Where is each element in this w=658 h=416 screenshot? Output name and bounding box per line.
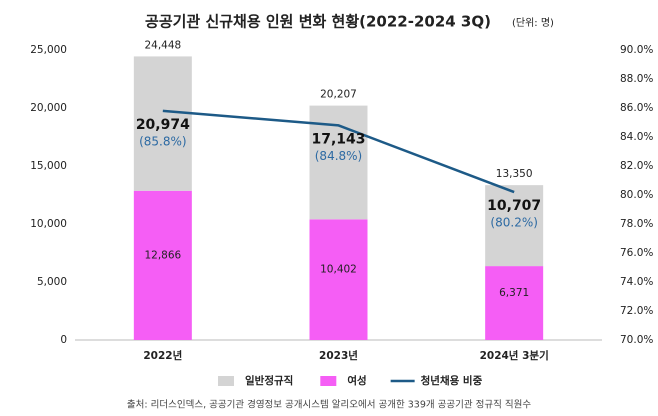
chart-title: 공공기관 신규채용 인원 변화 현황(2022-2024 3Q) — [145, 13, 491, 31]
y2-tick-label: 86.0% — [620, 102, 653, 114]
youth-label: 20,974 — [136, 117, 190, 133]
bar-segment — [133, 190, 192, 340]
y2-tick-label: 70.0% — [620, 334, 653, 346]
legend-swatch — [218, 376, 234, 386]
youth-label: 10,707 — [487, 198, 541, 214]
bar-segment — [485, 185, 544, 267]
bar-segment — [485, 266, 544, 340]
y-tick-label: 20,000 — [30, 102, 67, 114]
y2-tick-label: 80.0% — [620, 189, 653, 201]
source: 출처: 리더스인덱스, 공공기관 경영정보 공개시스템 알리오에서 공개한 33… — [127, 399, 531, 411]
x-tick-label: 2024년 3분기 — [480, 349, 549, 362]
legend-label: 일반정규직 — [245, 374, 293, 387]
line-value-label: (85.8%) — [139, 134, 186, 148]
y2-tick-label: 74.0% — [620, 276, 653, 288]
y2-tick-label: 84.0% — [620, 131, 653, 143]
y-tick-label: 25,000 — [30, 44, 67, 56]
y-tick-label: 0 — [60, 334, 67, 346]
total-label: 20,207 — [320, 89, 357, 101]
value-label: 10,402 — [320, 264, 357, 276]
total-label: 13,350 — [496, 168, 533, 180]
y2-tick-label: 90.0% — [620, 44, 653, 56]
total-label: 24,448 — [144, 39, 181, 51]
bar-segment — [309, 219, 368, 340]
y-tick-label: 10,000 — [30, 218, 67, 230]
chart-subtitle: (단위: 명) — [512, 16, 554, 29]
value-label: 12,866 — [144, 249, 181, 261]
y-tick-label: 15,000 — [30, 160, 67, 172]
x-tick-label: 2023년 — [319, 349, 358, 362]
bar-segment — [133, 56, 192, 191]
line — [162, 109, 515, 194]
legend-label: 여성 — [347, 374, 366, 387]
value-label: 6,371 — [499, 287, 529, 299]
y2-tick-label: 88.0% — [620, 73, 653, 85]
y2-tick-label: 76.0% — [620, 247, 653, 259]
y2-tick-label: 82.0% — [620, 160, 653, 172]
youth-label: 17,143 — [311, 131, 365, 147]
line-value-label: (84.8%) — [315, 149, 362, 163]
legend-label: 청년채용 비중 — [421, 374, 483, 387]
y2-tick-label: 72.0% — [620, 305, 653, 317]
line-value-label: (80.2%) — [490, 216, 537, 230]
y2-tick-label: 78.0% — [620, 218, 653, 230]
x-tick-label: 2022년 — [143, 349, 182, 362]
legend-swatch — [320, 376, 337, 386]
y-tick-label: 5,000 — [37, 276, 67, 288]
